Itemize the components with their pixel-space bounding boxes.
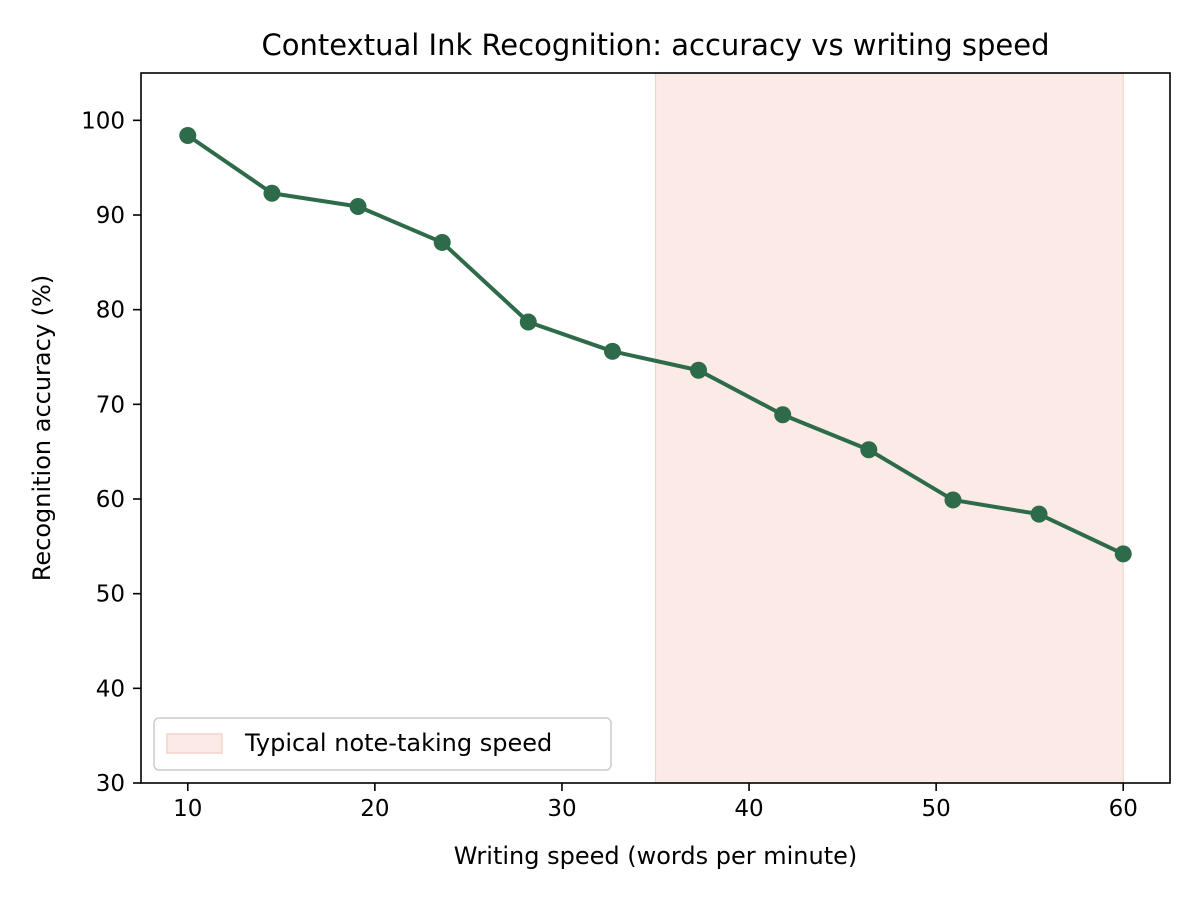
y-tick-label: 30 — [96, 771, 125, 797]
x-axis-ticks: 10 20 30 40 50 60 — [173, 783, 1138, 822]
data-point — [944, 491, 962, 509]
y-tick-label: 90 — [96, 203, 125, 229]
data-point — [263, 184, 281, 202]
legend-box — [153, 717, 612, 771]
y-tick-label: 80 — [96, 298, 125, 324]
y-tick-label: 50 — [96, 582, 125, 608]
chart-title: Contextual Ink Recognition: accuracy vs … — [261, 28, 1049, 62]
legend: Typical note-taking speed — [153, 717, 612, 771]
y-tick-label: 60 — [96, 487, 125, 513]
legend-swatch — [166, 733, 223, 754]
y-tick-label: 70 — [96, 392, 125, 418]
legend-label: Typical note-taking speed — [244, 729, 552, 757]
series-line — [185, 133, 1126, 556]
x-axis-label: Writing speed (words per minute) — [454, 842, 857, 870]
y-axis-label: Recognition accuracy (%) — [28, 275, 56, 581]
data-point — [1114, 545, 1132, 563]
x-tick-label: 40 — [734, 796, 763, 822]
plot-area — [179, 72, 1132, 784]
x-tick-label: 30 — [547, 796, 576, 822]
x-tick-label: 50 — [921, 796, 950, 822]
x-tick-label: 60 — [1109, 796, 1138, 822]
y-axis-ticks: 30 40 50 60 70 80 90 100 — [81, 108, 141, 797]
x-tick-label: 10 — [173, 796, 202, 822]
data-point — [1030, 505, 1048, 523]
data-point — [433, 233, 451, 251]
data-point — [349, 197, 367, 215]
data-point — [603, 342, 621, 360]
data-point — [690, 361, 708, 379]
x-tick-label: 20 — [360, 796, 389, 822]
series-markers — [179, 126, 1132, 563]
note-taking-speed-band — [654, 72, 1124, 784]
data-point — [860, 441, 878, 459]
data-point — [774, 406, 792, 424]
y-tick-label: 100 — [81, 108, 125, 134]
data-point — [519, 313, 537, 331]
data-point — [179, 126, 197, 144]
axes-frame — [140, 72, 1171, 784]
y-tick-label: 40 — [96, 676, 125, 702]
